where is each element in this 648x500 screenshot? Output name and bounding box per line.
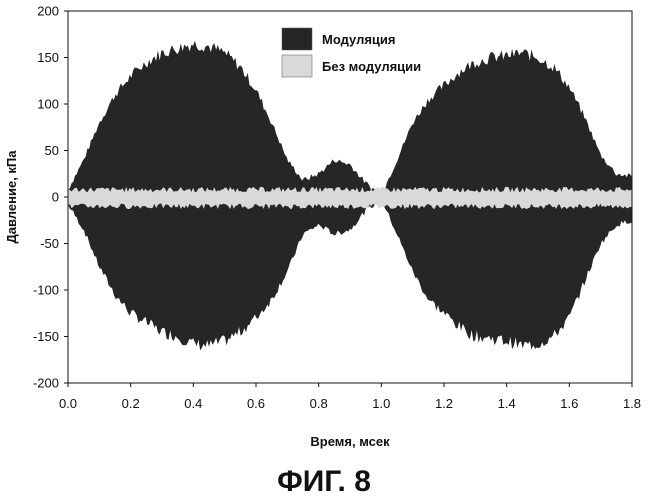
x-tick-label: 0.6 [247, 396, 265, 411]
chart: 200 150 100 50 0 -50 -100 -150 -2000.0 0.2 0.4 0.6 0… [0, 0, 648, 465]
x-tick-label: 1.6 [560, 396, 578, 411]
y-tick-label: -100 [33, 283, 59, 298]
y-tick-label: 150 [37, 50, 59, 65]
x-tick-label: 0.2 [122, 396, 140, 411]
y-tick-label: 50 [45, 143, 59, 158]
x-tick-label: 1.8 [623, 396, 641, 411]
figure-caption: ФИГ. 8 [0, 465, 648, 499]
y-tick-label: -200 [33, 376, 59, 391]
legend: Модуляция Без модуляции [282, 28, 421, 77]
legend-label-unmodulated: Без модуляции [322, 59, 421, 74]
y-tick-label: 0 [52, 190, 59, 205]
y-tick-label: -50 [40, 236, 59, 251]
x-tick-label: 1.4 [498, 396, 516, 411]
x-tick-label: 0.0 [59, 396, 77, 411]
y-tick-label: 100 [37, 97, 59, 112]
y-tick-label: -150 [33, 329, 59, 344]
x-tick-label: 0.8 [310, 396, 328, 411]
legend-swatch-modulated [282, 28, 312, 50]
x-axis-title: Время, мсек [310, 434, 390, 449]
legend-label-modulated: Модуляция [322, 32, 395, 47]
y-tick-label: 200 [37, 4, 59, 19]
x-tick-label: 0.4 [184, 396, 202, 411]
legend-swatch-unmodulated [282, 55, 312, 77]
x-tick-label: 1.2 [435, 396, 453, 411]
y-axis-title: Давление, кПа [4, 150, 19, 244]
x-tick-label: 1.0 [372, 396, 390, 411]
plot-area [68, 41, 632, 351]
